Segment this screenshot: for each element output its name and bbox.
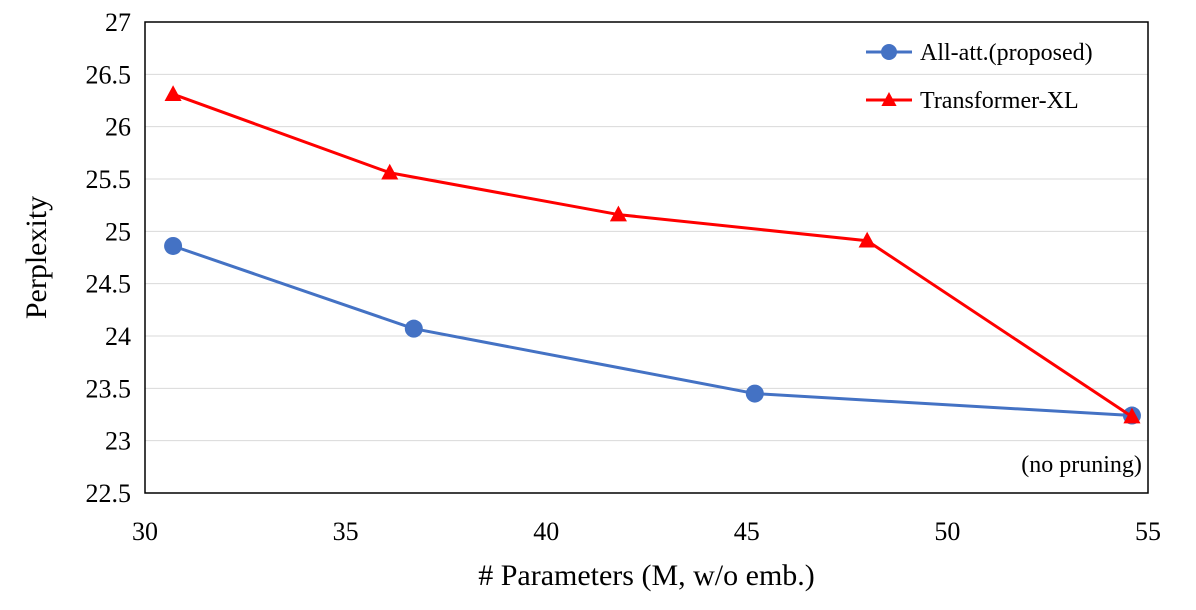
y-tick-label: 24 xyxy=(105,322,131,351)
x-tick-label: 45 xyxy=(734,517,760,546)
data-point xyxy=(164,236,183,255)
x-axis-title: # Parameters (M, w/o emb.) xyxy=(478,559,815,592)
series-layer xyxy=(164,85,1141,425)
data-point xyxy=(745,384,764,403)
data-point xyxy=(404,319,423,338)
series-line xyxy=(172,244,1133,418)
legend-label: Transformer-XL xyxy=(920,88,1079,114)
grid-lines xyxy=(145,73,1148,442)
y-tick-labels: 22.5 23 23.5 24 24.5 25 25.5 26 26.5 27 xyxy=(86,8,132,508)
y-tick-label: 22.5 xyxy=(86,479,132,508)
y-tick-label: 23.5 xyxy=(86,374,132,403)
annotation-no-pruning: (no pruning) xyxy=(1021,452,1142,478)
y-axis-title: Perplexity xyxy=(20,196,53,319)
y-tick-label: 25 xyxy=(105,217,131,246)
data-point xyxy=(1123,407,1141,424)
data-point xyxy=(381,163,399,180)
x-tick-label: 30 xyxy=(132,517,158,546)
y-tick-label: 24.5 xyxy=(86,270,132,299)
legend-entry-0: All-att.(proposed) xyxy=(866,40,1093,66)
y-tick-label: 27 xyxy=(105,8,131,37)
y-tick-label: 23 xyxy=(105,427,131,456)
legend-entry-1: Transformer-XL xyxy=(866,88,1079,114)
series-line xyxy=(172,92,1133,418)
x-tick-label: 50 xyxy=(934,517,960,546)
legend-marker xyxy=(881,44,897,60)
data-point xyxy=(609,205,627,222)
series-0 xyxy=(164,236,1141,425)
x-tick-label: 55 xyxy=(1135,517,1161,546)
x-tick-label: 35 xyxy=(333,517,359,546)
series-1 xyxy=(164,85,1141,424)
data-point xyxy=(858,231,876,248)
y-tick-label: 26.5 xyxy=(86,60,132,89)
x-tick-label: 40 xyxy=(533,517,559,546)
y-tick-label: 25.5 xyxy=(86,165,132,194)
legend-marker xyxy=(881,92,897,106)
y-tick-label: 26 xyxy=(105,113,131,142)
legend: All-att.(proposed) Transformer-XL xyxy=(866,40,1093,114)
data-point xyxy=(164,85,182,101)
legend-label: All-att.(proposed) xyxy=(920,40,1093,66)
x-tick-labels: 30 35 40 45 50 55 xyxy=(132,517,1161,546)
plot-area-frame xyxy=(144,21,1149,494)
